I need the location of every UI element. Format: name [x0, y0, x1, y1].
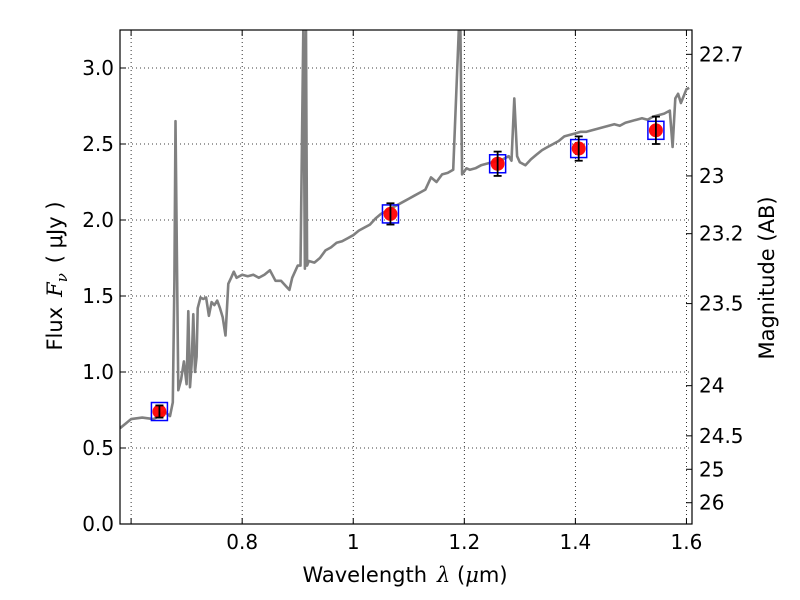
y-tick-label: 3.0: [82, 56, 114, 80]
x-tick-label: 1.2: [448, 530, 480, 554]
axes: 0.8 1 1.2 1.4 1.6 0.0 0.5 1.0 1.5 2.0 2.5 3.0 22.7 23…: [82, 30, 744, 554]
photometry-point: [488, 150, 507, 177]
y-tick-label: 1.0: [82, 360, 114, 384]
y-tick-label: 0.0: [82, 512, 114, 536]
right-tick-label: 23: [699, 164, 724, 188]
spectrum-line: [120, 30, 690, 430]
x-tick-label: 1.6: [671, 530, 703, 554]
right-tick-label: 24: [699, 374, 724, 398]
photometry-point: [647, 115, 665, 145]
photometry-point: [150, 401, 169, 422]
photometry-point: [381, 202, 400, 226]
right-axis-label: Magnitude (AB): [755, 196, 779, 359]
spectrum-layer: [120, 30, 690, 430]
y-tick-label: 1.5: [82, 284, 114, 308]
x-tick-label: 1: [347, 530, 360, 554]
y-tick-label: 2.5: [82, 132, 114, 156]
right-tick-label: 23.2: [699, 222, 744, 246]
right-tick-label: 22.7: [699, 42, 744, 66]
x-tick-label: 0.8: [226, 530, 258, 554]
right-tick-label: 23.5: [699, 292, 744, 316]
right-tick-label: 25: [699, 457, 724, 481]
y-tick-label: 2.0: [82, 208, 114, 232]
right-tick-label: 26: [699, 491, 724, 515]
y-axis-label: FluxFν( μJy ): [43, 201, 71, 350]
photometry-layer: [150, 115, 665, 422]
photometry-point: [569, 135, 588, 162]
x-axis-label: Wavelength λ (μm): [302, 563, 507, 587]
grid: [120, 30, 692, 525]
model-box: [150, 401, 169, 422]
y-tick-label: 0.5: [82, 436, 114, 460]
right-tick-label: 24.5: [699, 424, 744, 448]
plot-frame: [119, 29, 693, 525]
x-tick-label: 1.4: [559, 530, 591, 554]
